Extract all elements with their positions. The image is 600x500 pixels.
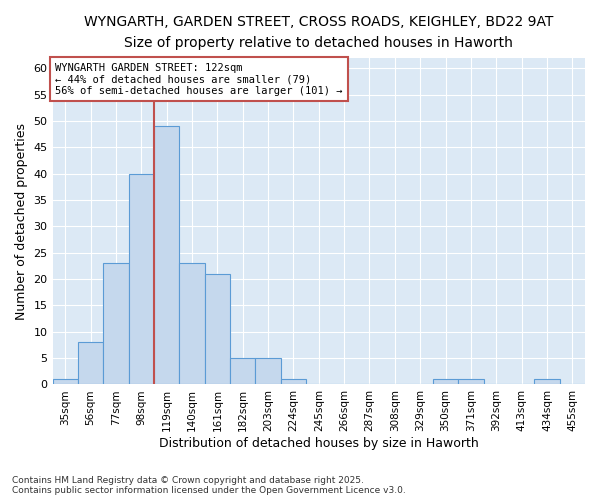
Bar: [53, 379, 78, 384]
Bar: [103, 263, 128, 384]
Bar: [458, 379, 484, 384]
Text: Contains HM Land Registry data © Crown copyright and database right 2025.
Contai: Contains HM Land Registry data © Crown c…: [12, 476, 406, 495]
Bar: [128, 174, 154, 384]
Y-axis label: Number of detached properties: Number of detached properties: [15, 122, 28, 320]
Text: WYNGARTH GARDEN STREET: 122sqm
← 44% of detached houses are smaller (79)
56% of : WYNGARTH GARDEN STREET: 122sqm ← 44% of …: [55, 62, 343, 96]
X-axis label: Distribution of detached houses by size in Haworth: Distribution of detached houses by size …: [159, 437, 479, 450]
Bar: [534, 379, 560, 384]
Bar: [256, 358, 281, 384]
Bar: [281, 379, 306, 384]
Bar: [433, 379, 458, 384]
Bar: [179, 263, 205, 384]
Bar: [205, 274, 230, 384]
Bar: [78, 342, 103, 384]
Bar: [230, 358, 256, 384]
Title: WYNGARTH, GARDEN STREET, CROSS ROADS, KEIGHLEY, BD22 9AT
Size of property relati: WYNGARTH, GARDEN STREET, CROSS ROADS, KE…: [84, 15, 553, 50]
Bar: [154, 126, 179, 384]
